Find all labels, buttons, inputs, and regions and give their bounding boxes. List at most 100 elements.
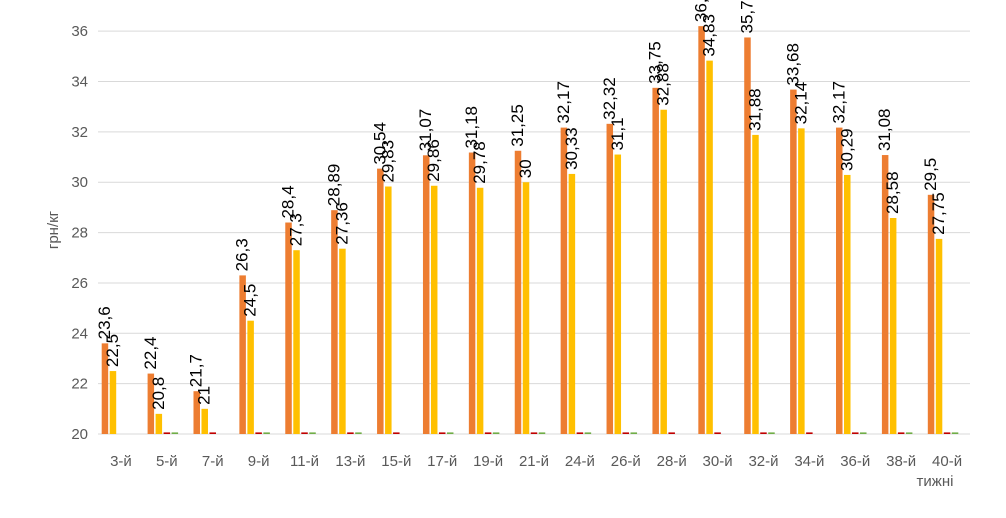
- bar: [446, 432, 454, 434]
- bar: [698, 26, 705, 435]
- bar: [606, 123, 614, 435]
- bar: [301, 432, 308, 434]
- data-label: 35,75: [737, 0, 756, 33]
- data-label: 32,32: [600, 77, 619, 120]
- bar: [492, 432, 500, 434]
- data-label: 31,1: [608, 117, 627, 150]
- data-label: 26,3: [233, 238, 252, 271]
- x-axis-ticks: 3-й 5-й 7-й 9-й 11-й 13-й 15-й 17-й 19-й 21-й 24-й…: [110, 453, 962, 470]
- bar: [422, 155, 430, 435]
- bar: [668, 432, 675, 434]
- data-label: 24,5: [241, 284, 260, 317]
- bar: [622, 432, 630, 434]
- x-tick-label: 26-й: [611, 453, 641, 470]
- data-label: 29,5: [921, 158, 940, 191]
- data-label: 31,07: [416, 109, 435, 152]
- bar: [927, 194, 935, 434]
- bar: [652, 87, 659, 434]
- x-tick-label: 5-й: [156, 453, 178, 470]
- bar: [285, 222, 292, 434]
- data-label: 36,2: [692, 0, 711, 22]
- bar: [239, 275, 246, 434]
- bar: [897, 432, 905, 434]
- data-label: 31,25: [508, 104, 527, 147]
- bar: [109, 371, 117, 434]
- bar: [798, 128, 805, 434]
- bar: [514, 150, 522, 434]
- data-label: 32,17: [554, 81, 573, 124]
- bar: [660, 109, 667, 435]
- data-label: 30: [516, 159, 535, 178]
- data-label: 23,6: [95, 306, 114, 339]
- bar: [760, 432, 767, 434]
- data-label: 29,78: [470, 141, 489, 184]
- bar: [889, 217, 897, 434]
- bar: [355, 432, 362, 434]
- data-label: 30,54: [370, 122, 389, 165]
- data-label: 30,29: [837, 128, 856, 171]
- bar: [201, 408, 208, 434]
- x-tick-label: 19-й: [473, 453, 503, 470]
- bar: [790, 89, 797, 435]
- y-tick-label: 26: [71, 275, 88, 292]
- x-tick-label: 38-й: [886, 453, 916, 470]
- data-label: 28,89: [324, 164, 343, 207]
- y-tick-label: 20: [71, 426, 88, 443]
- x-tick-label: 34-й: [794, 453, 824, 470]
- bar: [209, 432, 216, 434]
- bar: [768, 432, 775, 434]
- bar: [538, 432, 546, 434]
- y-tick-label: 24: [71, 325, 88, 342]
- data-label: 28,4: [279, 185, 298, 218]
- x-tick-label: 21-й: [519, 453, 549, 470]
- data-label: 29,86: [424, 139, 443, 182]
- bar: [255, 432, 262, 434]
- data-label: 31,18: [462, 106, 481, 149]
- x-tick-label: 32-й: [748, 453, 778, 470]
- bar: [339, 248, 346, 434]
- bar: [522, 182, 530, 434]
- bar: [881, 155, 889, 434]
- bar: [836, 127, 843, 434]
- data-label: 22,5: [103, 334, 122, 367]
- x-tick-label: 28-й: [657, 453, 687, 470]
- x-tick-label: 7-й: [202, 453, 224, 470]
- x-tick-label: 30-й: [703, 453, 733, 470]
- data-labels: 23,622,5 22,4 20,8 21,721 26,3 24,5 28,427,3 28…: [95, 0, 948, 410]
- bar: [576, 432, 584, 434]
- bar: [147, 373, 155, 434]
- data-label: 32,14: [791, 82, 810, 125]
- bar: [476, 187, 484, 434]
- bar: [935, 238, 943, 434]
- y-tick-label: 32: [71, 124, 88, 141]
- bar: [614, 154, 622, 434]
- bar: [630, 432, 638, 434]
- data-label: 34,83: [700, 14, 719, 57]
- bar: [377, 168, 384, 434]
- x-tick-label: 15-й: [381, 453, 411, 470]
- bar: [101, 343, 109, 434]
- bar: [852, 432, 859, 434]
- data-label: 21: [195, 386, 214, 405]
- data-label: 33,75: [646, 41, 665, 84]
- bar: [752, 134, 759, 434]
- bars: [101, 26, 959, 435]
- bar: [806, 432, 813, 434]
- bar: [951, 432, 959, 434]
- data-label: 27,3: [287, 213, 306, 246]
- x-tick-label: 9-й: [248, 453, 270, 470]
- bar: [163, 432, 171, 434]
- x-tick-label: 36-й: [840, 453, 870, 470]
- y-tick-label: 28: [71, 225, 88, 242]
- data-label: 21,7: [187, 354, 206, 387]
- data-label: 33,68: [783, 43, 802, 86]
- bar: [331, 210, 338, 434]
- x-tick-label: 11-й: [290, 453, 319, 470]
- bar: [844, 174, 851, 434]
- data-label: 27,36: [332, 202, 351, 245]
- data-label: 29,83: [378, 140, 397, 183]
- x-tick-label: 24-й: [565, 453, 595, 470]
- bar: [568, 173, 576, 434]
- data-label: 32,88: [654, 63, 673, 106]
